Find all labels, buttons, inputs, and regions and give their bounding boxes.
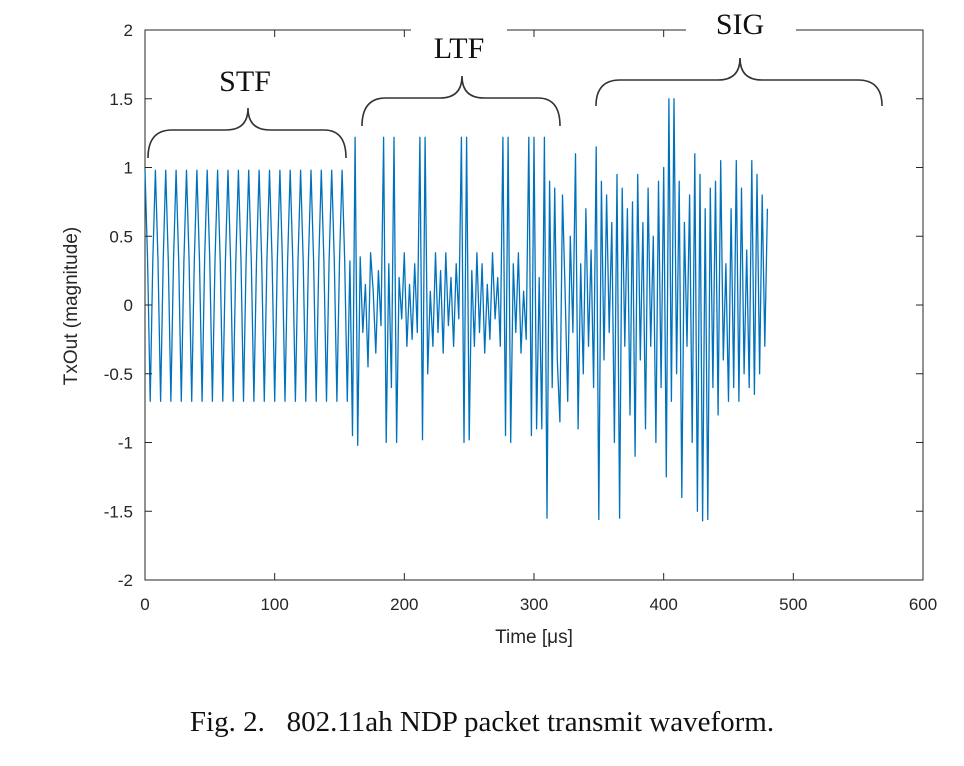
x-tick-label: 500 bbox=[779, 595, 807, 614]
x-tick-label: 300 bbox=[520, 595, 548, 614]
x-tick-label: 200 bbox=[390, 595, 418, 614]
y-tick-label: 0.5 bbox=[109, 227, 133, 246]
plot-area bbox=[144, 29, 924, 581]
x-axis-label: Time [μs] bbox=[495, 627, 573, 648]
series-group bbox=[144, 98, 769, 522]
stf-brace bbox=[147, 107, 347, 159]
y-axis-ticks: 2 1.5 1 0.5 0 -0.5 -1 -1.5 -2 bbox=[104, 21, 923, 590]
y-tick-label: 2 bbox=[124, 21, 133, 40]
ltf-label: LTF bbox=[434, 32, 485, 65]
x-tick-label: 100 bbox=[260, 595, 288, 614]
y-tick-label: 1.5 bbox=[109, 90, 133, 109]
x-tick-label: 400 bbox=[649, 595, 677, 614]
x-tick-label: 0 bbox=[140, 595, 149, 614]
y-axis-label: TxOut (magnitude) bbox=[61, 227, 82, 385]
sig-brace bbox=[595, 57, 883, 107]
sig-label: SIG bbox=[716, 8, 764, 41]
caption-text: 802.11ah NDP packet transmit waveform. bbox=[286, 706, 775, 738]
ltf-label-mask bbox=[411, 22, 507, 38]
figure-caption: Fig. 2. 802.11ah NDP packet transmit wav… bbox=[0, 706, 964, 739]
x-axis-ticks: 0 100 200 300 400 500 600 bbox=[140, 30, 937, 614]
y-tick-label: -1 bbox=[118, 434, 133, 453]
x-tick-label: 600 bbox=[909, 595, 937, 614]
y-tick-label: -1.5 bbox=[104, 502, 133, 521]
series-line-0 bbox=[144, 98, 769, 522]
sig-label-mask bbox=[686, 22, 796, 38]
ltf-brace bbox=[361, 75, 561, 127]
y-tick-label: 0 bbox=[124, 296, 133, 315]
y-tick-label: -0.5 bbox=[104, 365, 133, 384]
caption-label: Fig. 2. bbox=[189, 706, 265, 738]
y-tick-label: -2 bbox=[118, 571, 133, 590]
y-tick-label: 1 bbox=[124, 159, 133, 178]
stf-label: STF bbox=[219, 65, 271, 98]
